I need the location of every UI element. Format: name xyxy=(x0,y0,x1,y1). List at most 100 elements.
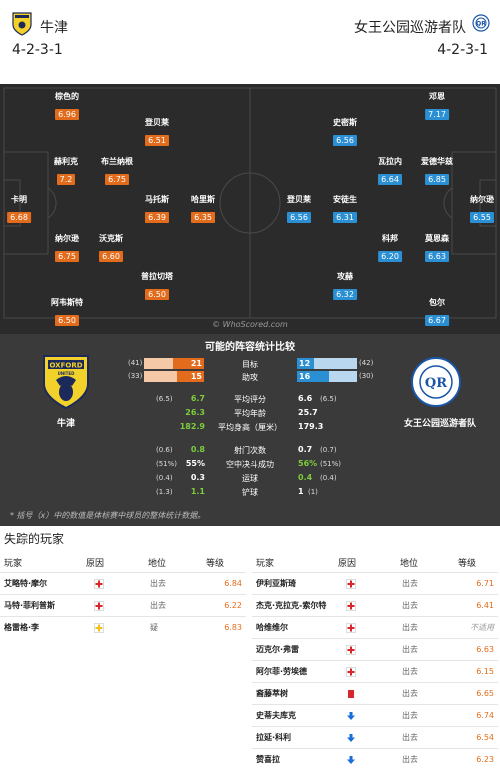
away-player[interactable]: 攻赫 6.32 xyxy=(333,271,357,301)
player-rating: 6.41 xyxy=(476,601,494,610)
player-name[interactable]: 哈维维尔 xyxy=(256,623,288,632)
away-player[interactable]: 登贝莱 6.56 xyxy=(287,194,311,224)
away-team-crest-icon[interactable]: QR xyxy=(472,14,490,32)
home-player[interactable]: 登贝莱 6.51 xyxy=(145,117,169,147)
away-missing-player-row[interactable]: 赞喜拉 出去 6.23 xyxy=(252,748,498,770)
away-player[interactable]: 邓恩 7.17 xyxy=(425,91,449,121)
player-name[interactable]: 迈克尔·弗雷 xyxy=(256,645,300,654)
col-header-status: 地位 xyxy=(148,559,167,569)
away-missing-player-row[interactable]: 哈维维尔 出去 不适用 xyxy=(252,616,498,638)
player-status: 出去 xyxy=(402,755,418,764)
player-name[interactable]: 拉延·科利 xyxy=(256,733,292,742)
home-team-crest-icon[interactable] xyxy=(12,12,32,36)
injury-icon xyxy=(346,667,356,677)
away-missing-player-row[interactable]: 拉延·科利 出去 6.54 xyxy=(252,726,498,748)
away-missing-player-row[interactable]: 迈克尔·弗雷 出去 6.63 xyxy=(252,638,498,660)
home-player[interactable]: 沃克斯 6.60 xyxy=(99,233,123,263)
away-missing-player-row[interactable]: 裔藤萃树 出去 6.65 xyxy=(252,682,498,704)
player-name: 阿韦斯特 xyxy=(51,298,83,307)
stat-label: 平均年龄 xyxy=(234,409,266,418)
away-missing-player-row[interactable]: 阿尔菲·劳埃德 出去 6.15 xyxy=(252,660,498,682)
player-name[interactable]: 马特·菲利普斯 xyxy=(4,601,56,610)
lineup-stats-comparison: 可能的阵容统计比较 OXFORD UNITED 牛津 QR 女王公园巡游者队 (… xyxy=(0,334,500,526)
away-player[interactable]: 安徒生 6.31 xyxy=(333,194,357,224)
player-name[interactable]: 阿尔菲·劳埃德 xyxy=(256,667,308,676)
stat-label: 目标 xyxy=(242,360,258,369)
away-player[interactable]: 莫恩森 6.63 xyxy=(425,233,449,263)
player-rating: 6.23 xyxy=(476,755,494,764)
svg-text:QR: QR xyxy=(476,21,486,28)
home-team-name[interactable]: 牛津 xyxy=(40,20,68,36)
player-name[interactable]: 伊利亚斯琦 xyxy=(256,579,296,588)
player-rating: 6.65 xyxy=(476,689,494,698)
away-player[interactable]: 纳尔逊 6.55 xyxy=(470,194,494,224)
col-header-reason: 原因 xyxy=(338,559,357,569)
injury-icon xyxy=(346,579,356,589)
home-stat-value: 55% xyxy=(185,459,205,468)
home-player[interactable]: 哈里斯 6.35 xyxy=(191,194,215,224)
home-stat-value: 182.9 xyxy=(179,422,205,431)
stat-label: 平均评分 xyxy=(234,395,266,404)
away-player[interactable]: 史密斯 6.56 xyxy=(333,117,357,147)
player-rating: 6.71 xyxy=(476,579,494,588)
away-season-value: (6.5) xyxy=(320,395,337,403)
lineup-header: 牛津 4-2-3-1 女王公园巡游者队 QR 4-2-3-1 xyxy=(0,0,500,84)
col-header-status: 地位 xyxy=(400,559,419,569)
player-rating: 6.39 xyxy=(145,212,169,223)
player-status: 出去 xyxy=(402,689,418,698)
home-player[interactable]: 棕色的 6.96 xyxy=(55,91,79,121)
player-rating: 6.51 xyxy=(145,135,169,146)
player-rating: 6.56 xyxy=(333,135,357,146)
player-name[interactable]: 格雷格·李 xyxy=(4,623,40,632)
player-rating: 6.32 xyxy=(333,289,357,300)
home-stat-value: 26.3 xyxy=(185,408,205,417)
player-name[interactable]: 史蒂夫库克 xyxy=(256,711,296,720)
player-rating: 不适用 xyxy=(470,623,494,632)
player-rating: 6.31 xyxy=(333,212,357,223)
home-stat-value: 6.7 xyxy=(190,394,205,403)
missing-players-title: 失踪的玩家 xyxy=(4,532,65,546)
injury-icon xyxy=(346,623,356,633)
away-player[interactable]: 包尔 6.67 xyxy=(425,297,449,327)
home-season-value: (51%) xyxy=(156,460,178,468)
home-missing-player-row[interactable]: 马特·菲利普斯 出去 6.22 xyxy=(0,594,246,616)
away-player[interactable]: 科邦 6.20 xyxy=(378,233,402,263)
player-name[interactable]: 杰克·克拉克-索尔特 xyxy=(256,601,327,610)
player-rating: 6.56 xyxy=(287,212,311,223)
stats-footnote: * 括号（x）中的数值是体标赛中球员的整体统计数据。 xyxy=(10,511,206,520)
home-player[interactable]: 赫利克 7.2 xyxy=(54,156,78,186)
doubtful-icon xyxy=(94,623,104,633)
col-header-rating: 等级 xyxy=(458,559,477,569)
player-rating: 6.22 xyxy=(224,601,242,610)
home-player[interactable]: 马托斯 6.39 xyxy=(145,194,169,224)
col-header-player: 玩家 xyxy=(4,559,23,569)
player-rating: 6.60 xyxy=(99,251,123,262)
home-player[interactable]: 卡明 6.68 xyxy=(7,194,31,224)
home-missing-player-row[interactable]: 艾略特·摩尔 出去 6.84 xyxy=(0,572,246,594)
home-season-value: (6.5) xyxy=(156,395,173,403)
svg-text:QR: QR xyxy=(425,376,447,391)
player-name[interactable]: 赞喜拉 xyxy=(256,755,280,764)
away-missing-player-row[interactable]: 杰克·克拉克-索尔特 出去 6.41 xyxy=(252,594,498,616)
player-name: 普拉切塔 xyxy=(141,272,173,281)
home-stat-value: 0.3 xyxy=(190,473,205,482)
player-name: 科邦 xyxy=(382,234,398,243)
away-missing-player-row[interactable]: 伊利亚斯琦 出去 6.71 xyxy=(252,572,498,594)
player-rating: 6.96 xyxy=(55,109,79,120)
away-team-name[interactable]: 女王公园巡游者队 xyxy=(354,20,466,36)
home-player[interactable]: 纳尔逊 6.75 xyxy=(55,233,79,263)
player-name[interactable]: 裔藤萃树 xyxy=(256,689,288,698)
away-player[interactable]: 爱德华兹 6.85 xyxy=(421,156,453,186)
home-player[interactable]: 阿韦斯特 6.50 xyxy=(51,297,83,327)
home-missing-player-row[interactable]: 格雷格·李 疑 6.83 xyxy=(0,616,246,638)
player-name: 登贝莱 xyxy=(145,118,169,127)
player-name: 纳尔逊 xyxy=(55,234,79,243)
pitch: 棕色的 6.96 登贝莱 6.51 赫利克 7.2 布兰纳根 6.75 卡明 6.68 马… xyxy=(0,84,500,334)
away-player[interactable]: 瓦拉内 6.64 xyxy=(378,156,402,186)
home-player[interactable]: 普拉切塔 6.50 xyxy=(141,271,173,301)
player-name[interactable]: 艾略特·摩尔 xyxy=(4,579,48,588)
player-name: 莫恩森 xyxy=(425,234,449,243)
away-missing-player-row[interactable]: 史蒂夫库克 出去 6.74 xyxy=(252,704,498,726)
home-player[interactable]: 布兰纳根 6.75 xyxy=(101,156,133,186)
